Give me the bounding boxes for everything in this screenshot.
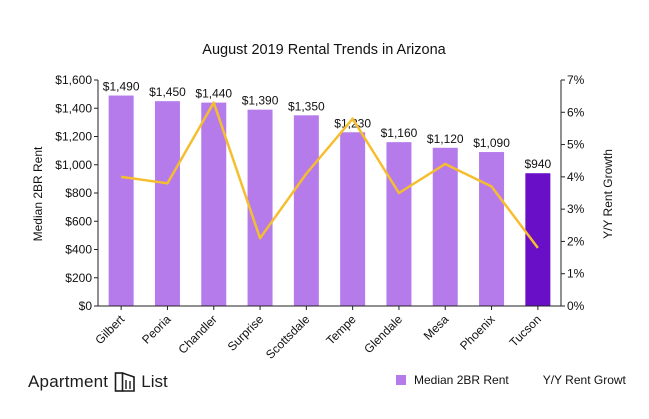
y-tick-label: $1,200 bbox=[55, 130, 92, 144]
y2-axis-label: Y/Y Rent Growth bbox=[601, 149, 615, 239]
y-tick-label: $0 bbox=[79, 299, 93, 313]
chart-title: August 2019 Rental Trends in Arizona bbox=[202, 42, 446, 58]
bar-tempe bbox=[340, 132, 366, 306]
y-tick-label: $200 bbox=[65, 271, 92, 285]
bar-value-label: $1,440 bbox=[195, 87, 232, 101]
bar-phoenix bbox=[479, 152, 505, 306]
y-tick-label: $600 bbox=[65, 214, 92, 228]
y-tick-label: $1,600 bbox=[55, 73, 92, 87]
bar-peoria bbox=[154, 101, 180, 306]
plot-area: $1,490 $1,450 $1,440 $1,390 $1,350 $1,230 $1,1… bbox=[55, 73, 584, 362]
x-tick-label-gilbert: Gilbert bbox=[92, 312, 127, 347]
apartment-list-logo-icon bbox=[114, 372, 136, 392]
legend-bar-label: Median 2BR Rent bbox=[414, 373, 509, 387]
x-tick-label-glendale: Glendale bbox=[361, 312, 405, 356]
bar-value-label: $1,490 bbox=[103, 80, 140, 94]
y2-tick-label: 3% bbox=[567, 202, 585, 216]
bar-surprise bbox=[247, 109, 273, 306]
bar-glendale bbox=[386, 142, 412, 306]
x-tick-label-tempe: Tempe bbox=[323, 312, 359, 348]
y2-tick-label: 1% bbox=[567, 267, 585, 281]
bar-scottsdale bbox=[293, 115, 319, 306]
brand-word-list: List bbox=[141, 372, 168, 391]
bar-value-label: $1,090 bbox=[473, 136, 510, 150]
bar-value-label: $940 bbox=[524, 157, 551, 171]
x-tick-label-phoenix: Phoenix bbox=[457, 312, 498, 353]
x-tick-label-peoria: Peoria bbox=[139, 312, 174, 347]
x-tick-label-scottsdale: Scottsdale bbox=[263, 312, 313, 362]
y-tick-label: $1,400 bbox=[55, 101, 92, 115]
x-tick-label-tucson: Tucson bbox=[507, 312, 544, 349]
x-tick-label-surprise: Surprise bbox=[225, 312, 267, 354]
bar-value-label: $1,350 bbox=[288, 99, 325, 113]
brand-word-apartment: Apartment bbox=[28, 372, 109, 391]
bar-value-label: $1,160 bbox=[381, 126, 418, 140]
bar-mesa bbox=[432, 147, 458, 306]
y-tick-label: $1,000 bbox=[55, 158, 92, 172]
brand-logo: Apartment List bbox=[28, 371, 168, 393]
y2-tick-label: 6% bbox=[567, 105, 585, 119]
y-tick-label: $400 bbox=[65, 243, 92, 257]
legend-line-label: Y/Y Rent Growt bbox=[542, 373, 626, 387]
y2-tick-label: 4% bbox=[567, 170, 585, 184]
y-tick-label: $800 bbox=[65, 186, 92, 200]
x-tick-label-chandler: Chandler bbox=[176, 312, 220, 356]
legend-bar-swatch bbox=[396, 375, 406, 385]
growth-series-line bbox=[120, 101, 539, 249]
y-axis-label: Median 2BR Rent bbox=[31, 146, 45, 241]
bar-tucson bbox=[525, 173, 551, 306]
legend: Median 2BR Rent Y/Y Rent Growt bbox=[396, 373, 626, 387]
bar-value-label: $1,450 bbox=[149, 85, 186, 99]
bar-gilbert bbox=[108, 95, 134, 306]
y2-tick-label: 0% bbox=[567, 299, 585, 313]
bar-chandler bbox=[201, 102, 227, 306]
bar-value-label: $1,390 bbox=[242, 94, 279, 108]
y2-tick-label: 2% bbox=[567, 234, 585, 248]
y2-tick-label: 5% bbox=[567, 138, 585, 152]
bar-value-label: $1,120 bbox=[427, 132, 464, 146]
bar-value-label: $1,230 bbox=[334, 116, 371, 130]
y2-tick-label: 7% bbox=[567, 73, 585, 87]
x-tick-label-mesa: Mesa bbox=[421, 312, 452, 343]
